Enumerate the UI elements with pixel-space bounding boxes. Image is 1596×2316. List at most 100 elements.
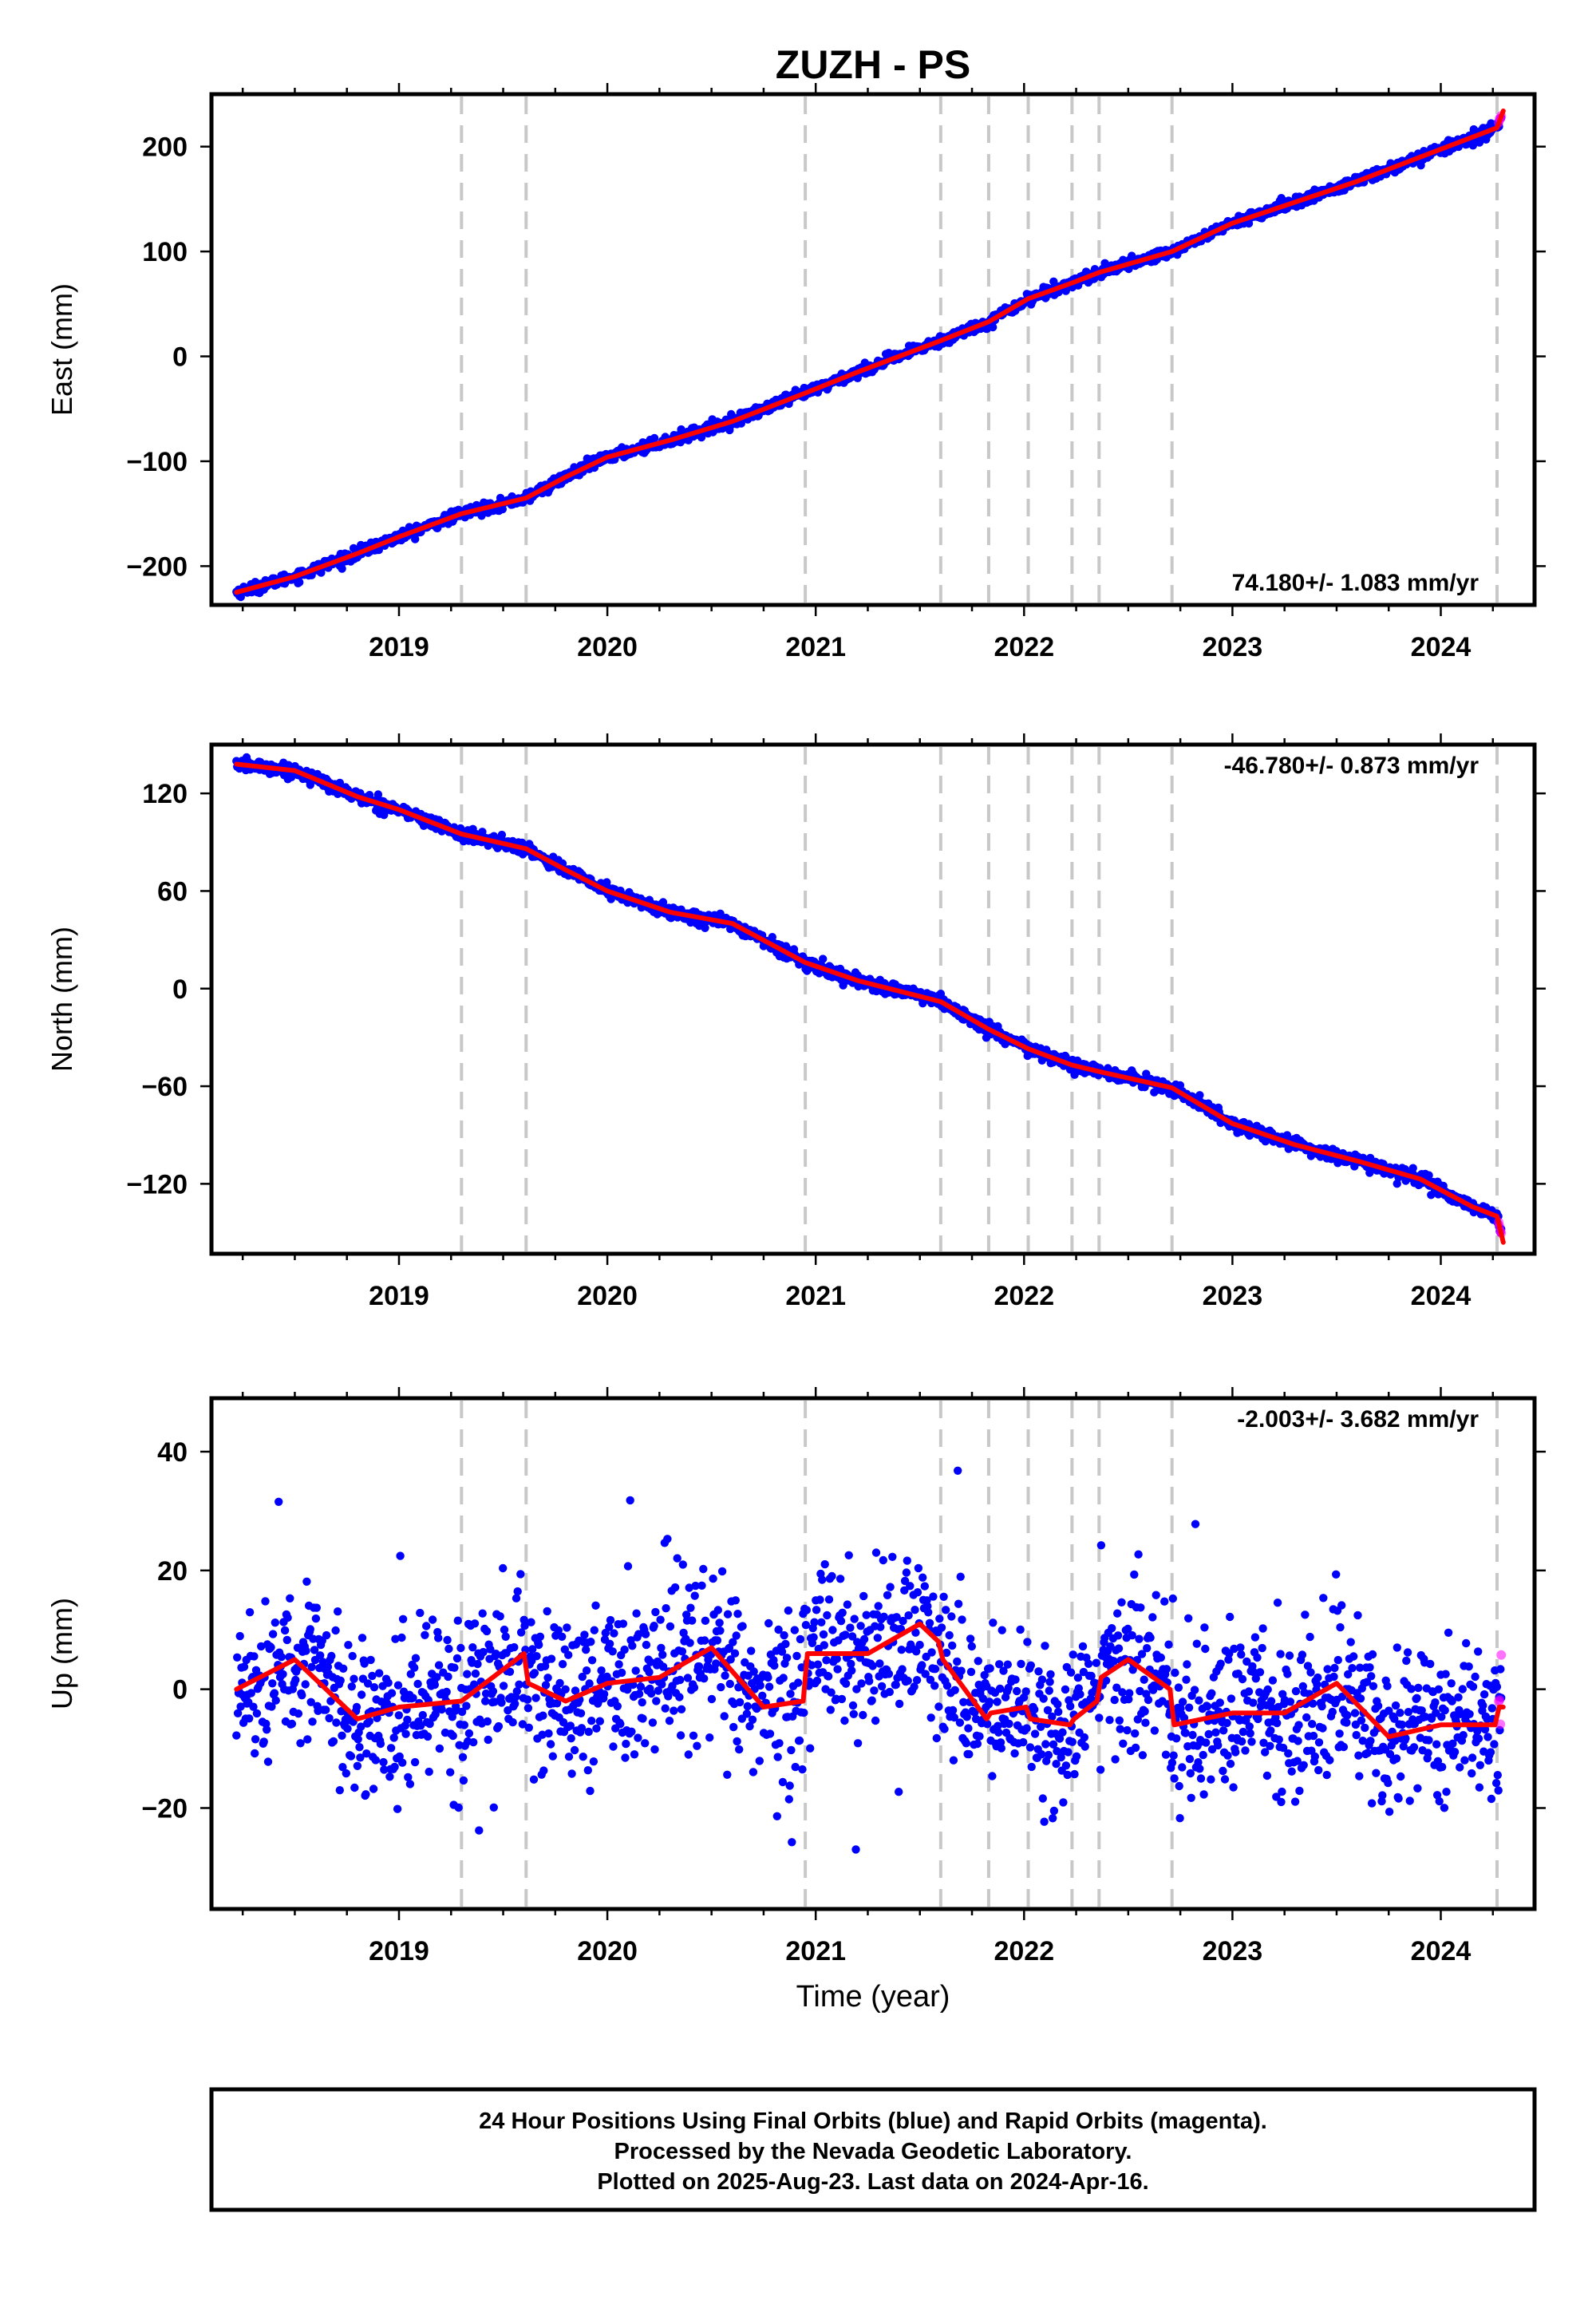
data-point: [251, 1735, 260, 1744]
data-point: [391, 1634, 400, 1643]
data-point: [347, 1682, 356, 1691]
y-axis-label: North (mm): [45, 927, 78, 1072]
x-tick-label: 2023: [1203, 1281, 1263, 1311]
data-point: [267, 1643, 275, 1652]
data-point: [343, 1724, 352, 1733]
data-point: [1037, 1675, 1047, 1684]
data-point: [459, 1776, 468, 1785]
data-point: [705, 1733, 714, 1742]
data-point: [613, 1701, 622, 1711]
data-point: [567, 1734, 575, 1743]
data-point: [564, 1650, 573, 1659]
data-point: [310, 1646, 319, 1654]
data-point: [499, 1563, 508, 1573]
data-point: [338, 1731, 346, 1740]
data-point: [1148, 1613, 1157, 1622]
data-point: [1282, 1131, 1292, 1140]
data-point: [816, 1595, 824, 1604]
data-point: [316, 1651, 325, 1660]
data-point: [547, 1654, 556, 1663]
data-point: [980, 1670, 989, 1680]
data-point: [700, 1674, 709, 1683]
data-point: [870, 1686, 879, 1695]
data-point: [809, 1633, 818, 1642]
x-tick-label: 2022: [994, 1281, 1054, 1311]
data-point: [1123, 1725, 1132, 1735]
data-point: [1141, 1718, 1150, 1727]
data-point: [879, 1555, 888, 1565]
data-point: [363, 1679, 373, 1688]
data-point: [516, 1570, 525, 1579]
data-point: [781, 1639, 790, 1649]
data-point: [1110, 1695, 1119, 1705]
data-point: [510, 1642, 519, 1652]
data-point: [1084, 1659, 1093, 1668]
data-point: [709, 1574, 717, 1583]
data-point: [1040, 1817, 1049, 1826]
data-point: [966, 1667, 976, 1677]
data-point: [756, 1681, 764, 1690]
data-point: [1005, 1719, 1013, 1729]
data-point: [720, 1712, 729, 1721]
velocity-annotation: 74.180+/- 1.083 mm/yr: [1232, 570, 1479, 596]
data-point: [233, 1653, 242, 1662]
data-point: [967, 1642, 977, 1651]
data-point: [595, 1717, 604, 1725]
data-point: [1108, 1624, 1116, 1633]
data-point: [444, 1672, 452, 1682]
data-point: [539, 1711, 547, 1720]
data-point: [934, 1702, 943, 1711]
data-point: [535, 1632, 545, 1641]
data-point: [1041, 1740, 1050, 1749]
x-tick-label: 2023: [1203, 632, 1263, 662]
data-point: [327, 1651, 336, 1661]
data-point: [920, 1582, 930, 1591]
data-point: [892, 1613, 901, 1622]
data-point: [605, 1639, 614, 1648]
data-point: [1073, 1674, 1083, 1682]
data-point: [513, 1587, 522, 1596]
data-point: [410, 1757, 420, 1767]
data-point: [437, 1705, 446, 1714]
data-point: [346, 1752, 356, 1761]
data-point: [295, 578, 304, 587]
data-point: [1116, 1725, 1124, 1733]
data-point: [245, 1608, 255, 1617]
data-point: [398, 1614, 408, 1624]
data-point: [999, 1666, 1008, 1675]
plot-frame: [209, 742, 1537, 1256]
data-point: [819, 954, 828, 963]
data-point: [823, 1611, 832, 1620]
data-point: [900, 1586, 909, 1595]
data-point: [564, 1753, 574, 1761]
data-point: [716, 1626, 725, 1635]
data-point: [365, 1717, 373, 1725]
data-point: [252, 1709, 262, 1718]
data-point: [1080, 1742, 1089, 1751]
y-tick-label: −120: [126, 1169, 188, 1199]
data-point: [807, 1661, 816, 1670]
data-point: [1095, 1713, 1104, 1722]
data-point: [446, 1768, 455, 1777]
data-point: [516, 1628, 526, 1637]
data-point: [662, 1604, 670, 1613]
data-point: [497, 1698, 506, 1707]
data-point: [301, 1680, 310, 1689]
data-point: [518, 1720, 527, 1729]
data-point: [403, 1715, 412, 1725]
data-point: [515, 1680, 523, 1689]
data-point: [1066, 1668, 1076, 1677]
data-point: [792, 1651, 801, 1661]
data-point: [749, 1768, 758, 1777]
data-point: [580, 1630, 589, 1639]
data-point: [433, 1673, 441, 1682]
data-point: [885, 1687, 895, 1697]
data-point: [456, 1643, 465, 1653]
data-point: [801, 1621, 811, 1630]
data-point: [699, 1564, 708, 1574]
data-point: [488, 1687, 498, 1696]
data-point: [544, 1729, 553, 1738]
data-point: [380, 1765, 389, 1774]
data-point: [959, 1697, 968, 1706]
